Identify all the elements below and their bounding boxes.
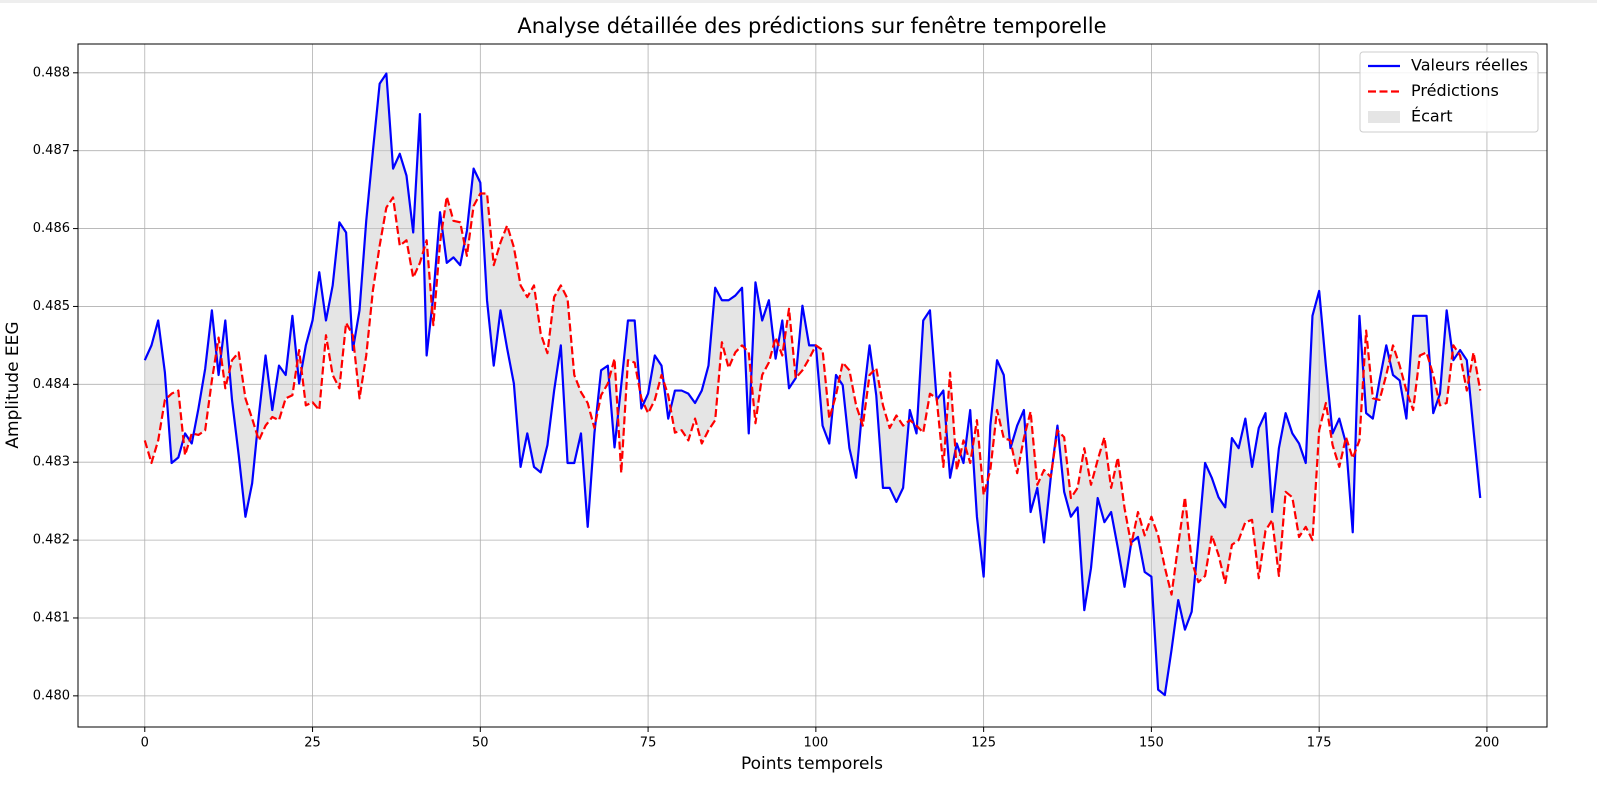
x-tick-label: 50	[472, 736, 489, 751]
y-tick-label: 0.486	[33, 221, 70, 236]
top-border	[0, 0, 1597, 3]
plot-frame	[77, 43, 1548, 728]
x-axis-label: Points temporels	[741, 754, 883, 774]
legend-label: Écart	[1411, 107, 1453, 126]
legend-box	[1359, 51, 1539, 133]
x-tick-label: 0	[141, 736, 149, 751]
legend-label: Valeurs réelles	[1411, 56, 1528, 75]
y-tick-label: 0.481	[33, 610, 70, 625]
x-tick-label: 75	[640, 736, 657, 751]
series-line	[143, 72, 1482, 697]
chart-title: Analyse détaillée des prédictions sur fe…	[517, 14, 1106, 38]
x-tick-label: 25	[304, 736, 321, 751]
y-tick-label: 0.480	[33, 688, 70, 703]
y-axis-label: Amplitude EEG	[3, 321, 23, 448]
y-tick-label: 0.483	[33, 455, 70, 470]
gap-area	[144, 73, 1481, 696]
legend-label: Prédictions	[1411, 81, 1499, 100]
x-tick-label: 150	[1139, 736, 1164, 751]
x-tick-label: 125	[971, 736, 996, 751]
series-line	[143, 192, 1482, 596]
y-tick-label: 0.482	[33, 533, 70, 548]
x-tick-label: 175	[1307, 736, 1332, 751]
y-tick-label: 0.487	[33, 143, 70, 158]
series-group	[143, 72, 1482, 697]
y-tick-label: 0.484	[33, 377, 70, 392]
legend-swatch	[1368, 111, 1400, 123]
y-tick-label: 0.485	[33, 299, 70, 314]
x-tick-label: 200	[1475, 736, 1500, 751]
x-tick-label: 100	[803, 736, 828, 751]
y-tick-label: 0.488	[33, 65, 70, 80]
